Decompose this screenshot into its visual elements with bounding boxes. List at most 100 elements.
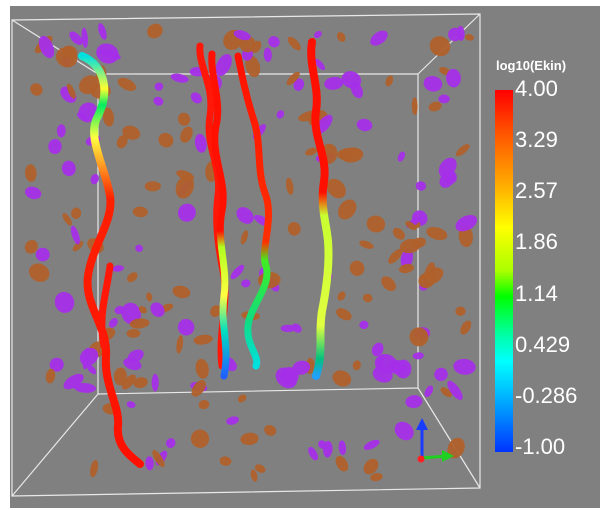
isosurface-blob — [215, 54, 232, 76]
isosurface-blob — [240, 230, 249, 245]
isosurface-blob — [446, 68, 461, 88]
isosurface-blob — [363, 439, 380, 450]
isosurface-blob — [376, 354, 385, 370]
isosurface-blob — [323, 440, 333, 458]
isosurface-blob — [240, 432, 259, 446]
isosurface-blob — [359, 320, 369, 330]
isosurface-blob — [170, 73, 189, 83]
isosurface-blob — [455, 144, 470, 157]
isosurface-blob — [292, 360, 311, 375]
vortex-tube — [208, 50, 230, 380]
isosurface-blob — [152, 450, 165, 468]
render-viewport[interactable]: log10(Ekin) 4.00 3.29 2.57 1.86 1.14 0.429 -0.… — [10, 6, 600, 508]
isosurface-blob — [381, 276, 396, 292]
isosurface-blob — [352, 360, 361, 371]
isosurface-blob — [54, 291, 75, 313]
isosurface-blob — [337, 147, 361, 161]
vortex-tubes — [78, 38, 333, 468]
isosurface-blob — [24, 164, 37, 182]
isosurface-blob — [49, 357, 64, 372]
isosurface-blob — [453, 358, 476, 375]
isosurface-blob — [291, 323, 302, 333]
isosurface-blob — [66, 83, 76, 99]
isosurface-blob — [324, 76, 344, 90]
isosurface-blob — [385, 75, 394, 87]
isosurface-blob — [286, 71, 300, 86]
isosurface-blob — [176, 335, 184, 354]
vortex-tube — [78, 52, 144, 468]
isosurface-blob — [72, 240, 84, 252]
isosurface-blob — [237, 394, 247, 403]
isosurface-blob — [362, 293, 373, 303]
isosurface-blob — [411, 97, 418, 116]
isosurface-blob — [335, 455, 349, 472]
isosurface-blob — [193, 334, 213, 345]
isosurface-blob — [308, 446, 319, 461]
isosurface-blob — [254, 464, 266, 473]
isosurface-blob — [90, 173, 99, 185]
isosurface-blob — [447, 437, 465, 459]
isosurface-blob — [388, 248, 403, 264]
isosurface-blob — [151, 373, 159, 392]
isosurface-blob — [127, 272, 138, 283]
isosurface-blob — [429, 36, 451, 57]
isosurface-blob — [399, 238, 421, 254]
isosurface-blob — [219, 456, 232, 466]
colorbar-title: log10(Ekin) — [496, 58, 567, 73]
colorbar-tick-label: 4.00 — [515, 76, 558, 101]
isosurface-blob — [250, 469, 258, 482]
isosurface-blob — [175, 175, 194, 199]
isosurface-blob — [102, 107, 115, 127]
isosurface-blob — [424, 262, 436, 283]
isosurface-blob — [287, 36, 301, 51]
isosurface-blob — [371, 342, 384, 357]
isosurface-blob — [126, 401, 136, 409]
isosurface-blob — [336, 32, 346, 42]
vortex-tube — [307, 38, 333, 380]
isosurface-blob — [117, 77, 137, 91]
isosurface-blob — [191, 380, 206, 397]
isosurface-blob — [233, 30, 251, 41]
isosurface-blob — [61, 160, 76, 177]
isosurface-blob — [133, 377, 148, 389]
isosurface-blob — [30, 83, 43, 96]
isosurface-blob — [326, 178, 346, 199]
isosurface-blob — [434, 367, 448, 382]
isosurface-blob — [405, 395, 423, 409]
isosurface-blob — [236, 207, 254, 224]
colorbar-tick-label: -0.286 — [515, 382, 578, 408]
isosurface-blob — [90, 459, 99, 478]
isosurface-blob — [147, 23, 163, 39]
isosurface-blob — [190, 92, 202, 104]
isosurface-blob — [24, 240, 38, 254]
scene-3d[interactable] — [10, 6, 600, 508]
isosurface-blob — [287, 222, 301, 236]
isosurface-blob — [132, 206, 148, 218]
isosurface-blob — [38, 35, 55, 59]
isosurface-blob — [415, 181, 427, 191]
isosurface-blob — [81, 27, 89, 48]
isosurface-blob — [177, 203, 196, 222]
isosurface-blob — [129, 318, 150, 329]
isosurface-blob — [394, 421, 414, 441]
isosurface-blob — [56, 124, 66, 138]
isosurface-blob — [392, 227, 405, 240]
isosurface-blob — [79, 347, 99, 366]
isosurface-blob — [172, 285, 191, 299]
isosurface-blob — [314, 58, 326, 71]
isosurface-blob — [424, 385, 434, 398]
isosurface-blob — [440, 387, 452, 398]
isosurface-blob — [86, 364, 97, 375]
colorbar-tick-label: 1.14 — [515, 280, 558, 306]
isosurface-blob — [62, 213, 72, 226]
isosurface-blob — [398, 263, 415, 274]
isosurface-blob — [245, 55, 261, 78]
isosurface-blob — [113, 367, 127, 386]
isosurface-blob — [455, 214, 478, 232]
isosurface-blob — [305, 147, 318, 156]
isosurface-blob — [144, 181, 161, 192]
vortex-tube — [98, 262, 114, 350]
isosurface-blob — [121, 302, 141, 325]
isosurface-blob — [122, 125, 141, 140]
isosurface-blob — [264, 425, 277, 436]
